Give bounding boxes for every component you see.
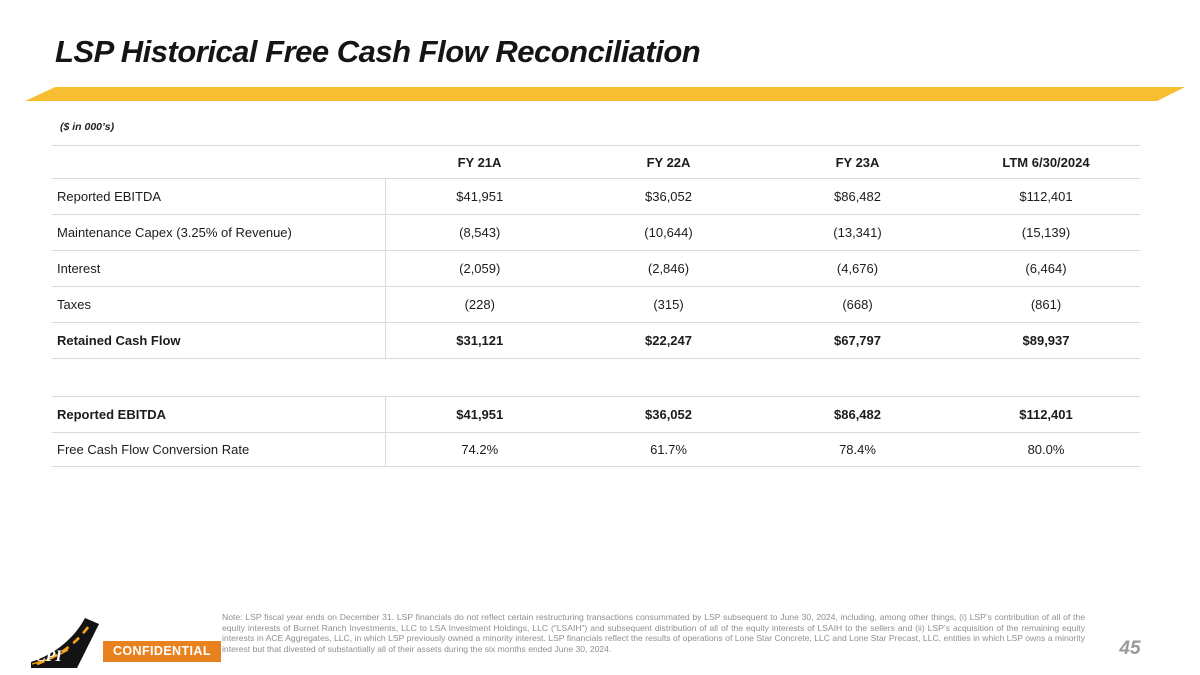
financial-table: FY 21A FY 22A FY 23A LTM 6/30/2024 Repor… (52, 145, 1140, 467)
cell-value: $86,482 (834, 407, 881, 422)
row-label: Reported EBITDA (57, 189, 162, 204)
cell-value: $36,052 (645, 189, 692, 204)
confidential-badge: CONFIDENTIAL (103, 641, 221, 662)
cell-value: $89,937 (1022, 333, 1070, 348)
footnote-text: Note: LSP fiscal year ends on December 3… (222, 612, 1085, 654)
column-header-fy23a: FY 23A (835, 154, 880, 170)
page-number: 45 (1119, 638, 1141, 659)
cell-value: (6,464) (1025, 261, 1067, 276)
cell-value: (228) (384, 286, 574, 323)
table-row-retained-cash-flow: Retained Cash Flow $31,121 $22,247 $67,7… (52, 322, 1140, 359)
row-label: Maintenance Capex (3.25% of Revenue) (57, 225, 292, 240)
accent-bar (25, 87, 1185, 101)
row-label: Free Cash Flow Conversion Rate (57, 442, 250, 457)
row-label: Taxes (57, 297, 91, 312)
cpi-logo: CPI (31, 618, 99, 668)
cell-value: $41,951 (384, 178, 574, 215)
row-label: Retained Cash Flow (57, 333, 181, 348)
cell-value: $86,482 (834, 189, 881, 204)
cell-value: $41,951 (384, 396, 574, 433)
table-row-maintenance-capex: Maintenance Capex (3.25% of Revenue) (8,… (52, 214, 1140, 251)
cell-value: $112,401 (1019, 189, 1073, 204)
table-spacer-row (52, 359, 1140, 397)
cell-value: (10,644) (644, 225, 693, 240)
cell-value: $112,401 (1019, 407, 1073, 422)
cell-value: (668) (842, 297, 873, 312)
row-label: Reported EBITDA (57, 407, 167, 422)
table-row-taxes: Taxes (228) (315) (668) (861) (52, 286, 1140, 323)
column-header-blank (52, 146, 385, 179)
cell-value: (315) (653, 297, 684, 312)
cell-value: (13,341) (833, 225, 882, 240)
column-header-fy21a: FY 21A (457, 154, 502, 170)
column-header-fy22a: FY 22A (646, 154, 691, 170)
cell-value: (8,543) (384, 214, 574, 251)
row-label: Interest (57, 261, 101, 276)
table-row-fcf-conversion-rate: Free Cash Flow Conversion Rate 74.2% 61.… (52, 432, 1140, 467)
cell-value: $67,797 (834, 333, 881, 348)
cell-value: $31,121 (384, 322, 574, 359)
cell-value: (4,676) (836, 261, 879, 276)
cell-value: 61.7% (650, 442, 687, 457)
cell-value: $22,247 (645, 333, 692, 348)
table-header-row: FY 21A FY 22A FY 23A LTM 6/30/2024 (52, 145, 1140, 179)
slide-title: LSP Historical Free Cash Flow Reconcilia… (55, 34, 701, 69)
cell-value: (2,846) (647, 261, 690, 276)
table-row-reported-ebitda-2: Reported EBITDA $41,951 $36,052 $86,482 … (52, 396, 1140, 433)
cpi-logo-text: CPI (35, 648, 62, 665)
cell-value: (861) (1030, 297, 1062, 312)
units-label: ($ in 000’s) (60, 121, 115, 133)
cell-value: $36,052 (645, 407, 692, 422)
cell-value: 74.2% (384, 432, 574, 467)
table-row-reported-ebitda: Reported EBITDA $41,951 $36,052 $86,482 … (52, 178, 1140, 215)
cell-value: (15,139) (1021, 225, 1071, 240)
cell-value: 78.4% (839, 442, 876, 457)
column-header-ltm: LTM 6/30/2024 (1002, 154, 1090, 170)
cell-value: (2,059) (384, 250, 574, 287)
cell-value: 80.0% (1027, 442, 1065, 457)
table-row-interest: Interest (2,059) (2,846) (4,676) (6,464) (52, 250, 1140, 287)
